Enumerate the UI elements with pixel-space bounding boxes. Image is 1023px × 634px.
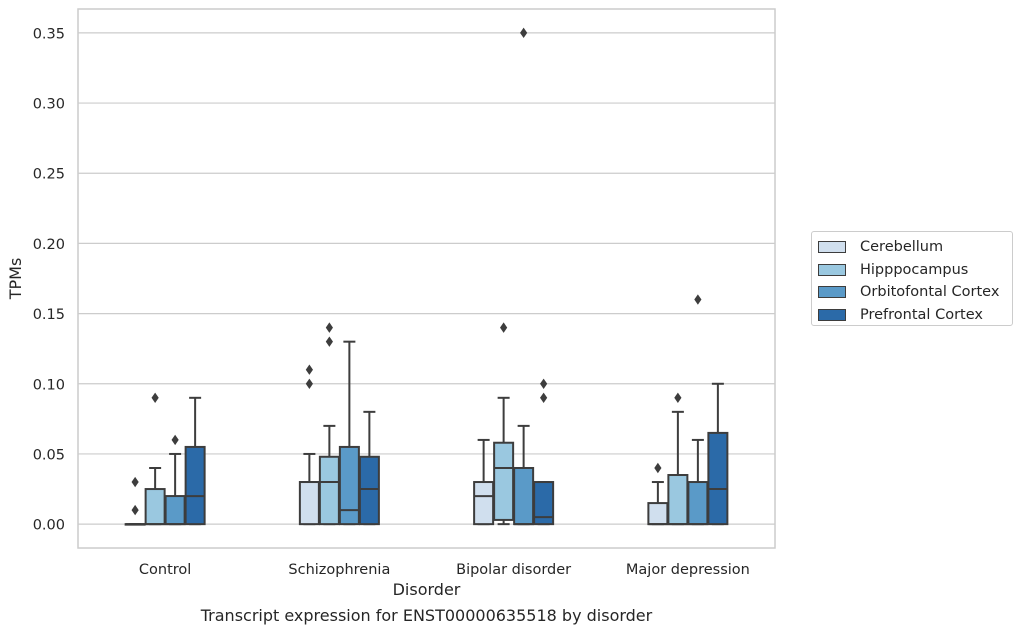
box-2-1 bbox=[338, 340, 360, 526]
outlier-point bbox=[171, 434, 179, 446]
legend-item: Prefrontal Cortex bbox=[812, 304, 1012, 327]
legend-label: Prefrontal Cortex bbox=[860, 306, 983, 323]
y-tick-label: 0.30 bbox=[33, 97, 65, 113]
box bbox=[533, 481, 555, 526]
outlier-point bbox=[305, 364, 313, 375]
box-3-0 bbox=[184, 396, 206, 526]
x-tick-label: Major depression bbox=[626, 562, 750, 578]
legend-item: Orbitofontal Cortex bbox=[812, 281, 1012, 304]
box bbox=[513, 466, 535, 526]
box bbox=[164, 495, 186, 526]
box-0-2 bbox=[473, 438, 495, 526]
box-3-1 bbox=[358, 410, 380, 526]
legend-swatch bbox=[818, 263, 846, 276]
box-0-3 bbox=[647, 462, 669, 526]
box-1-2 bbox=[493, 322, 515, 526]
box-1-1 bbox=[318, 424, 340, 526]
outlier-point bbox=[694, 294, 702, 305]
box bbox=[473, 481, 495, 526]
legend-label: Cerebellum bbox=[860, 239, 944, 256]
legend-item: Hipppocampus bbox=[812, 259, 1012, 282]
box bbox=[687, 481, 709, 526]
legend: Cerebellum Hipppocampus Orbitofontal Corte… bbox=[811, 231, 1013, 326]
legend-swatch bbox=[818, 286, 846, 299]
outlier-point bbox=[540, 378, 548, 389]
y-tick-label: 0.15 bbox=[33, 307, 65, 323]
outlier-point bbox=[325, 336, 333, 347]
outlier-point bbox=[674, 392, 682, 404]
box-3-3 bbox=[707, 382, 729, 526]
box bbox=[647, 502, 669, 526]
box-2-0 bbox=[164, 434, 186, 526]
outlier-point bbox=[654, 462, 662, 474]
plot-frame bbox=[77, 8, 776, 549]
chart-caption: Transcript expression for ENST0000063551… bbox=[200, 606, 653, 625]
box-2-2 bbox=[513, 27, 535, 526]
outlier-point bbox=[500, 322, 508, 333]
box bbox=[493, 441, 515, 521]
outlier-point bbox=[520, 27, 528, 39]
y-tick-label: 0.20 bbox=[33, 237, 65, 253]
legend-swatch bbox=[818, 308, 846, 321]
y-tick-label: 0.05 bbox=[33, 447, 65, 463]
x-axis-label: Disorder bbox=[393, 580, 461, 599]
y-tick-label: 0.10 bbox=[33, 377, 65, 393]
box-1-0 bbox=[144, 392, 166, 526]
legend-swatch bbox=[818, 241, 846, 254]
box-2-3 bbox=[687, 294, 709, 526]
outlier-point bbox=[131, 504, 139, 516]
box bbox=[667, 474, 689, 526]
y-tick-labels: 0.00 0.05 0.10 0.15 0.20 0.25 0.30 0.35 bbox=[33, 26, 65, 533]
outlier-point bbox=[325, 322, 333, 333]
x-tick-labels: Control Schizophrenia Bipolar disorder Majo… bbox=[139, 562, 750, 578]
x-tick-label: Control bbox=[139, 562, 191, 578]
box bbox=[318, 455, 340, 526]
box-plot-marks bbox=[124, 27, 729, 526]
box-3-2 bbox=[533, 378, 555, 526]
y-tick-label: 0.25 bbox=[33, 167, 65, 183]
outlier-point bbox=[540, 392, 548, 404]
legend-label: Hipppocampus bbox=[860, 261, 969, 278]
legend-item: Cerebellum bbox=[812, 236, 1012, 259]
box bbox=[707, 431, 729, 526]
outlier-point bbox=[305, 378, 313, 389]
box bbox=[144, 488, 166, 526]
box bbox=[338, 445, 360, 526]
outlier-point bbox=[151, 392, 159, 404]
x-tick-label: Schizophrenia bbox=[288, 562, 390, 578]
box-0-1 bbox=[298, 364, 320, 526]
outlier-point bbox=[131, 476, 139, 488]
box bbox=[298, 481, 320, 526]
x-tick-label: Bipolar disorder bbox=[456, 562, 571, 578]
box-0-0 bbox=[124, 523, 146, 526]
box bbox=[358, 455, 380, 526]
y-tick-label: 0.00 bbox=[33, 518, 65, 534]
y-axis-label: TPMs bbox=[6, 258, 25, 301]
legend-label: Orbitofontal Cortex bbox=[860, 284, 1000, 301]
box-1-3 bbox=[667, 392, 689, 526]
box bbox=[184, 445, 206, 526]
grid-lines bbox=[78, 32, 775, 525]
y-tick-label: 0.35 bbox=[33, 26, 65, 42]
